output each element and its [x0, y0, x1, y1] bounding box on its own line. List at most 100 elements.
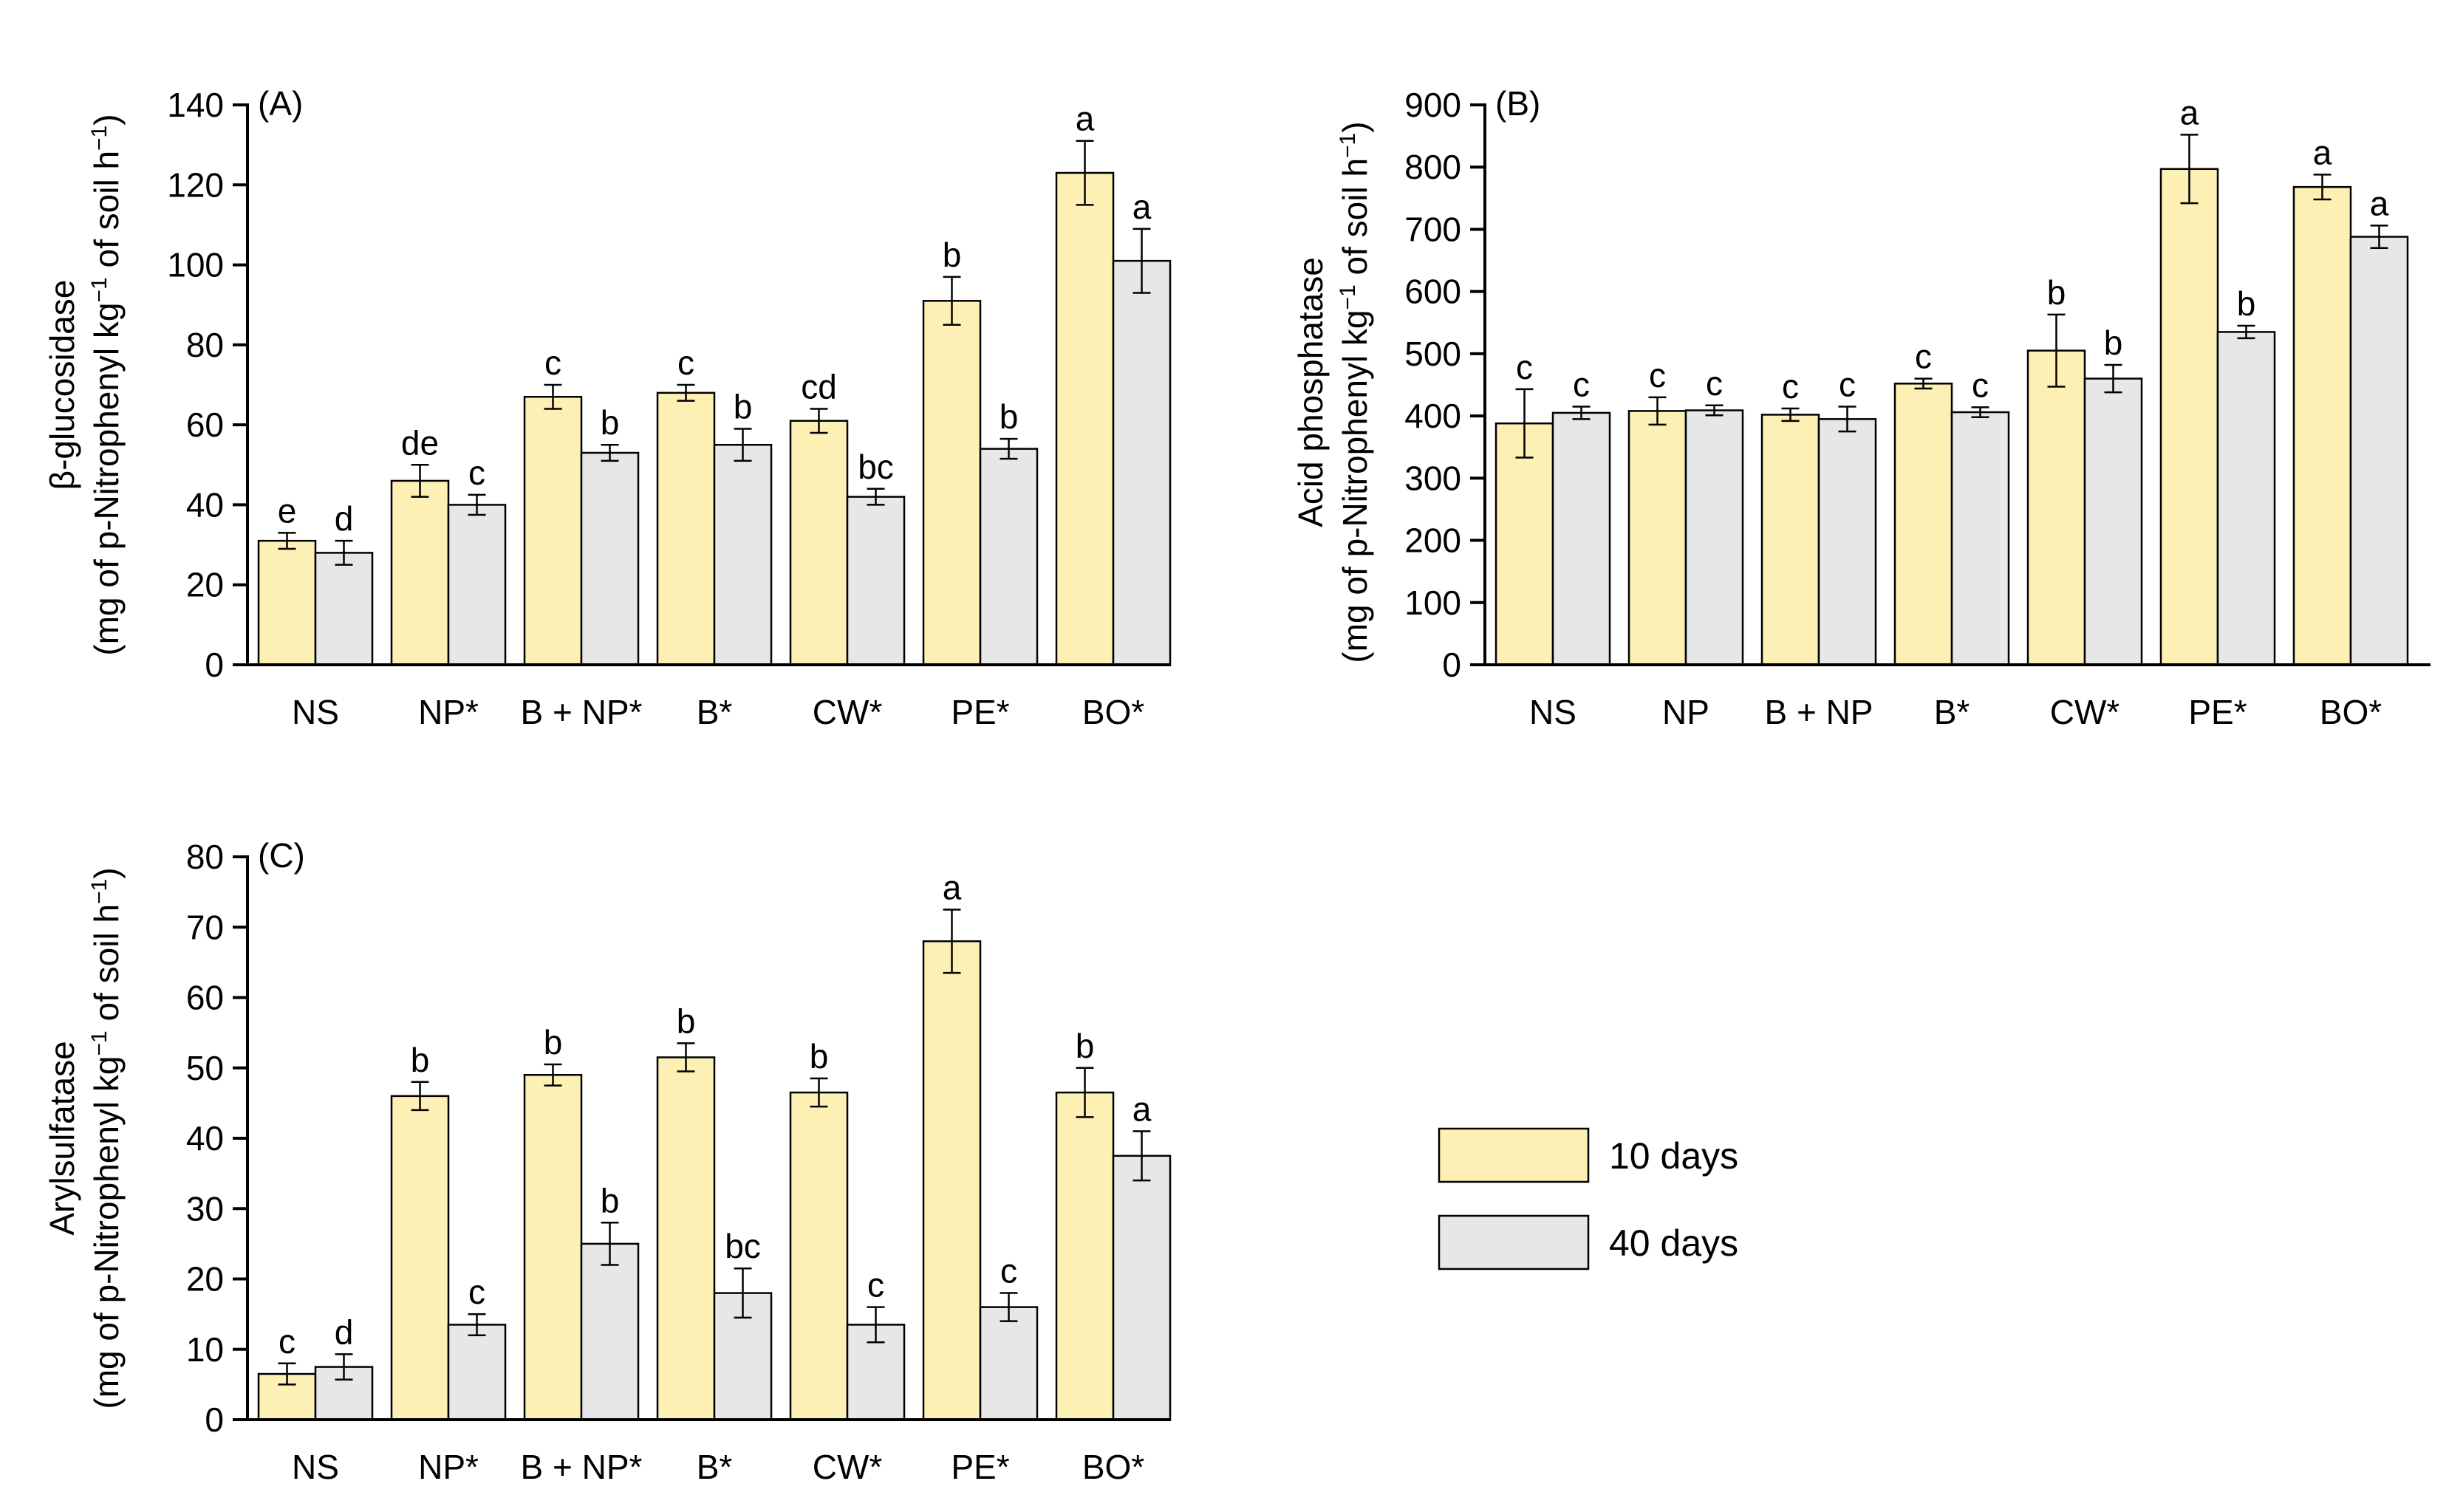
- sig-label-b-10d-4: b: [2047, 273, 2066, 312]
- error-bar-a-10d-2: [544, 383, 562, 410]
- error-bar-b-10d-3: [1914, 377, 1933, 390]
- x-tick-label-b-0: NS: [1529, 693, 1576, 731]
- bar-c-40d-5: [979, 1306, 1039, 1421]
- sig-label-c-10d-0: c: [279, 1322, 296, 1361]
- bar-a-40d-4: [846, 496, 906, 666]
- sig-label-b-40d-5: b: [2237, 284, 2256, 323]
- x-tick-label-b-3: B*: [1934, 693, 1970, 731]
- sig-label-a-10d-3: c: [677, 343, 694, 382]
- y-tick-label-c-2: 20: [186, 1260, 224, 1299]
- x-tick-label-c-0: NS: [292, 1448, 339, 1486]
- y-tick-label-c-5: 50: [186, 1049, 224, 1087]
- y-axis-unit-b: (mg of p-Nitrophenyl kg−1 of soil h−1): [1336, 121, 1375, 663]
- bar-c-40d-1: [447, 1324, 507, 1421]
- bar-b-10d-4: [2026, 349, 2086, 666]
- error-bar-b-10d-1: [1648, 396, 1667, 426]
- y-axis-title-c: Arylsulfatase: [43, 1041, 81, 1235]
- sig-label-c-40d-3: bc: [725, 1227, 761, 1265]
- bar-b-40d-2: [1817, 418, 1877, 666]
- y-tick-label-c-4: 40: [186, 1119, 224, 1157]
- y-tick-label-a-4: 80: [186, 326, 224, 364]
- y-tick-label-a-6: 120: [167, 165, 224, 204]
- x-tick-label-a-4: CW*: [813, 693, 883, 731]
- y-tick-label-b-8: 800: [1404, 148, 1461, 186]
- sig-label-c-10d-5: a: [943, 868, 962, 906]
- legend-swatch-10-days: [1438, 1127, 1590, 1183]
- error-bar-c-10d-5: [943, 909, 961, 974]
- error-bar-a-40d-0: [335, 539, 353, 566]
- x-tick-label-b-1: NP: [1662, 693, 1709, 731]
- bar-c-10d-1: [390, 1095, 450, 1421]
- bar-b-40d-5: [2216, 331, 2276, 666]
- error-bar-a-10d-0: [278, 532, 296, 550]
- sig-label-a-40d-3: b: [734, 388, 753, 426]
- legend: 10 days 40 days: [1438, 1127, 1738, 1270]
- bar-c-10d-3: [656, 1056, 716, 1421]
- error-bar-a-10d-5: [943, 276, 961, 326]
- y-tick-label-b-1: 100: [1404, 584, 1461, 622]
- error-bar-c-10d-1: [411, 1081, 429, 1112]
- y-tick-label-b-7: 700: [1404, 210, 1461, 248]
- error-bar-a-40d-3: [734, 428, 752, 462]
- error-bar-b-10d-0: [1515, 388, 1534, 459]
- y-axis-unit-a: (mg of p-Nitrophenyl kg−1 of soil h−1): [87, 114, 126, 655]
- y-tick-label-a-7: 140: [167, 86, 224, 124]
- panel-label-a: (A): [258, 84, 303, 123]
- y-axis-title-a: β-glucosidase: [43, 280, 81, 490]
- error-bar-c-10d-4: [810, 1077, 828, 1108]
- error-bar-b-40d-0: [1572, 406, 1591, 420]
- bar-b-40d-3: [1950, 411, 2010, 666]
- bar-b-40d-1: [1684, 409, 1744, 666]
- x-tick-label-b-4: CW*: [2050, 693, 2120, 731]
- x-tick-label-b-5: PE*: [2188, 693, 2247, 731]
- error-bar-c-40d-6: [1133, 1130, 1151, 1182]
- sig-label-b-10d-2: c: [1782, 367, 1799, 406]
- bar-b-10d-1: [1627, 410, 1687, 666]
- legend-label-10-days: 10 days: [1609, 1135, 1738, 1177]
- sig-label-c-40d-1: c: [468, 1273, 485, 1311]
- error-bar-a-40d-5: [1000, 437, 1018, 460]
- error-bar-b-10d-4: [2047, 313, 2066, 388]
- legend-label-40-days: 40 days: [1609, 1222, 1738, 1264]
- y-axis-unit-c: (mg of p-Nitrophenyl kg−1 of soil h−1): [87, 867, 126, 1409]
- x-tick-label-a-0: NS: [292, 693, 339, 731]
- error-bar-a-10d-1: [411, 464, 429, 498]
- y-tick-label-c-3: 30: [186, 1189, 224, 1228]
- x-tick-label-a-3: B*: [697, 693, 733, 731]
- error-bar-b-40d-4: [2104, 363, 2122, 394]
- y-tick-label-a-3: 60: [186, 406, 224, 444]
- bar-b-40d-4: [2083, 377, 2143, 666]
- bar-b-40d-6: [2349, 236, 2409, 666]
- legend-swatch-40-days: [1438, 1214, 1590, 1270]
- error-bar-c-10d-6: [1076, 1067, 1094, 1118]
- sig-label-b-10d-3: c: [1915, 338, 1932, 376]
- sig-label-a-10d-4: cd: [801, 367, 837, 406]
- x-tick-label-c-1: NP*: [418, 1448, 479, 1486]
- error-bar-a-10d-6: [1076, 140, 1094, 206]
- sig-label-c-40d-0: d: [335, 1313, 354, 1351]
- x-tick-label-c-4: CW*: [813, 1448, 883, 1486]
- bar-c-40d-6: [1112, 1154, 1172, 1421]
- sig-label-a-40d-5: b: [1000, 397, 1019, 436]
- bar-a-10d-4: [789, 420, 849, 666]
- y-tick-label-c-1: 10: [186, 1330, 224, 1369]
- bar-a-40d-2: [580, 451, 640, 666]
- sig-label-a-40d-2: b: [601, 403, 620, 442]
- bar-c-10d-4: [789, 1091, 849, 1421]
- sig-label-a-10d-5: b: [943, 236, 962, 274]
- sig-label-a-10d-2: c: [544, 343, 561, 382]
- error-bar-a-40d-6: [1133, 228, 1151, 294]
- sig-label-c-40d-4: c: [867, 1266, 884, 1304]
- error-bar-c-40d-2: [601, 1222, 619, 1266]
- error-bar-a-10d-4: [810, 408, 828, 434]
- sig-label-a-10d-6: a: [1076, 100, 1095, 138]
- y-tick-label-a-1: 20: [186, 566, 224, 604]
- sig-label-b-40d-0: c: [1573, 365, 1590, 403]
- bar-a-10d-0: [257, 539, 317, 666]
- bar-b-10d-6: [2292, 185, 2352, 666]
- sig-label-b-10d-6: a: [2313, 133, 2332, 171]
- sig-label-c-10d-3: b: [677, 1002, 696, 1040]
- error-bar-c-40d-0: [335, 1353, 353, 1381]
- x-tick-label-c-6: BO*: [1082, 1448, 1144, 1486]
